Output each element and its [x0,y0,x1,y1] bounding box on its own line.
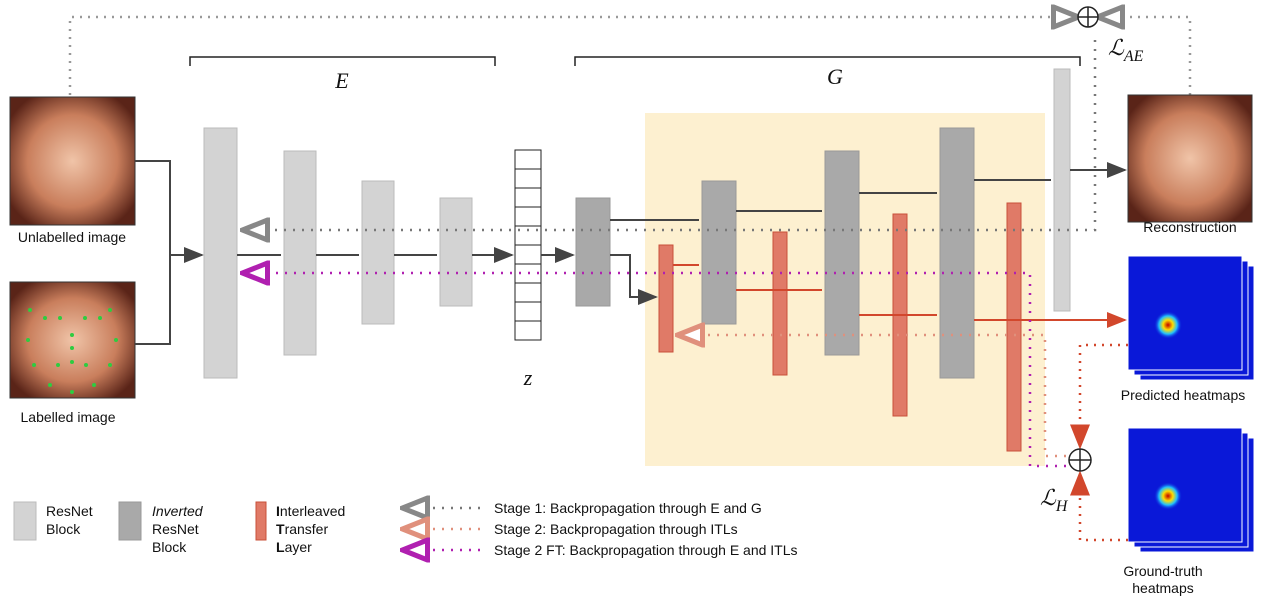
unlabelled-image [9,96,136,226]
itl [658,244,674,353]
output-label: Reconstruction [1143,219,1236,235]
stage2ft-path [245,273,1066,468]
legend-text: Interleaved Transfer Layer [276,503,345,555]
itl [1006,202,1022,452]
legend-text: Stage 2 FT: Backpropagation through E an… [494,542,798,558]
loss-ae: ℒAE [1108,35,1144,65]
inverted-block [701,180,737,325]
stage2-path [680,335,1066,458]
ae-path [68,17,1076,95]
generator-label: G [827,64,843,89]
output-label: Predicted heatmaps [1121,387,1246,403]
ground-truth-heatmaps [1127,427,1255,553]
latent-label: z [523,365,533,390]
legend-text: Stage 1: Backpropagation through E and G [494,500,762,516]
legend-text: ResNet Block [46,503,93,537]
ae-path [1100,17,1192,95]
loss-h: ℒH [1040,485,1069,515]
legend-text: Inverted ResNet Block [152,503,204,555]
input-label: Unlabelled image [18,229,126,245]
resnet-block [203,127,238,379]
resnet-block [361,180,395,325]
input-label: Labelled image [21,409,116,425]
inverted-block [824,150,860,356]
inverted-block [575,197,611,307]
reconstruction-image [1127,94,1253,223]
output-label: Ground-truth heatmaps [1123,563,1202,596]
encoder-label: E [334,68,349,93]
resnet-block [283,150,317,356]
inverted-block [939,127,975,379]
resnet-block [1053,68,1071,312]
predicted-heatmaps [1127,255,1255,381]
resnet-block [439,197,473,307]
stage1-path [245,40,1097,230]
legend-text: Stage 2: Backpropagation through ITLs [494,521,738,537]
latent-vector [514,149,542,341]
itl [772,231,788,376]
